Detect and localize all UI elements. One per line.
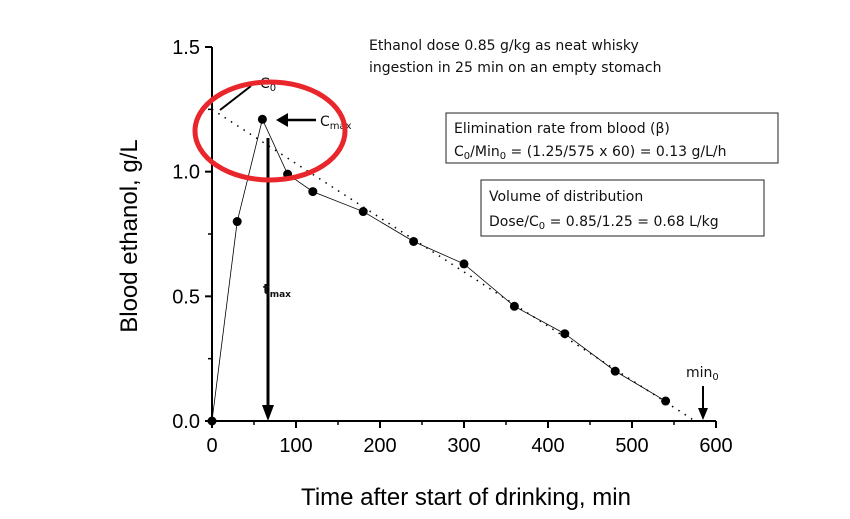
data-point xyxy=(207,416,217,426)
volume-formula: Dose/C0 = 0.85/1.25 = 0.68 L/kg xyxy=(489,214,719,232)
data-point xyxy=(409,236,419,246)
x-axis-label: Time after start of drinking, min xyxy=(301,484,631,511)
min0-label: min0 xyxy=(686,365,719,383)
x-tick-label: 0 xyxy=(206,435,217,457)
elimination-box xyxy=(445,112,779,164)
y-tick-label: 0.0 xyxy=(172,411,200,433)
volume-box xyxy=(480,179,765,237)
x-tick-label: 200 xyxy=(363,435,396,457)
data-point xyxy=(308,187,318,197)
data-point xyxy=(459,259,469,269)
c0-arrow xyxy=(219,85,252,111)
data-point xyxy=(358,207,368,217)
cmax-arrowhead xyxy=(276,113,288,127)
elimination-title: Elimination rate from blood (β) xyxy=(454,121,670,137)
cmax-highlight-ellipse xyxy=(192,79,348,183)
x-tick-label: 100 xyxy=(279,435,312,457)
y-tick-label: 1.5 xyxy=(172,37,200,59)
x-tick-label: 400 xyxy=(531,435,564,457)
y-tick-label: 0.5 xyxy=(172,286,200,308)
axes: 0 100 200 300 400 500 600 0.0 0.5 1.0 1.5 xyxy=(172,37,733,457)
data-marks xyxy=(207,108,696,426)
min0-arrowhead xyxy=(698,408,708,420)
y-axis-label: Blood ethanol, g/L xyxy=(116,139,143,333)
x-tick-label: 300 xyxy=(447,435,480,457)
data-point xyxy=(509,301,519,311)
dose-note-line2: ingestion in 25 min on an empty stomach xyxy=(369,60,661,76)
data-point xyxy=(232,217,242,227)
volume-title: Volume of distribution xyxy=(489,189,643,205)
data-point xyxy=(661,396,671,406)
data-point xyxy=(257,114,267,124)
x-tick-label: 500 xyxy=(615,435,648,457)
x-tick-label: 600 xyxy=(699,435,732,457)
concentration-line xyxy=(211,118,666,422)
data-point xyxy=(610,366,620,376)
cmax-label: Cmax xyxy=(320,114,352,132)
y-tick-label: 1.0 xyxy=(172,162,200,184)
tmax-label: tmax xyxy=(263,282,291,300)
data-point xyxy=(560,329,570,339)
c0-label: C0 xyxy=(260,76,276,94)
tmax-arrowhead xyxy=(262,405,274,421)
dose-note-line1: Ethanol dose 0.85 g/kg as neat whisky xyxy=(369,38,639,54)
elimination-formula: C0/Min0 = (1.25/575 x 60) = 0.13 g/L/h xyxy=(454,144,727,162)
